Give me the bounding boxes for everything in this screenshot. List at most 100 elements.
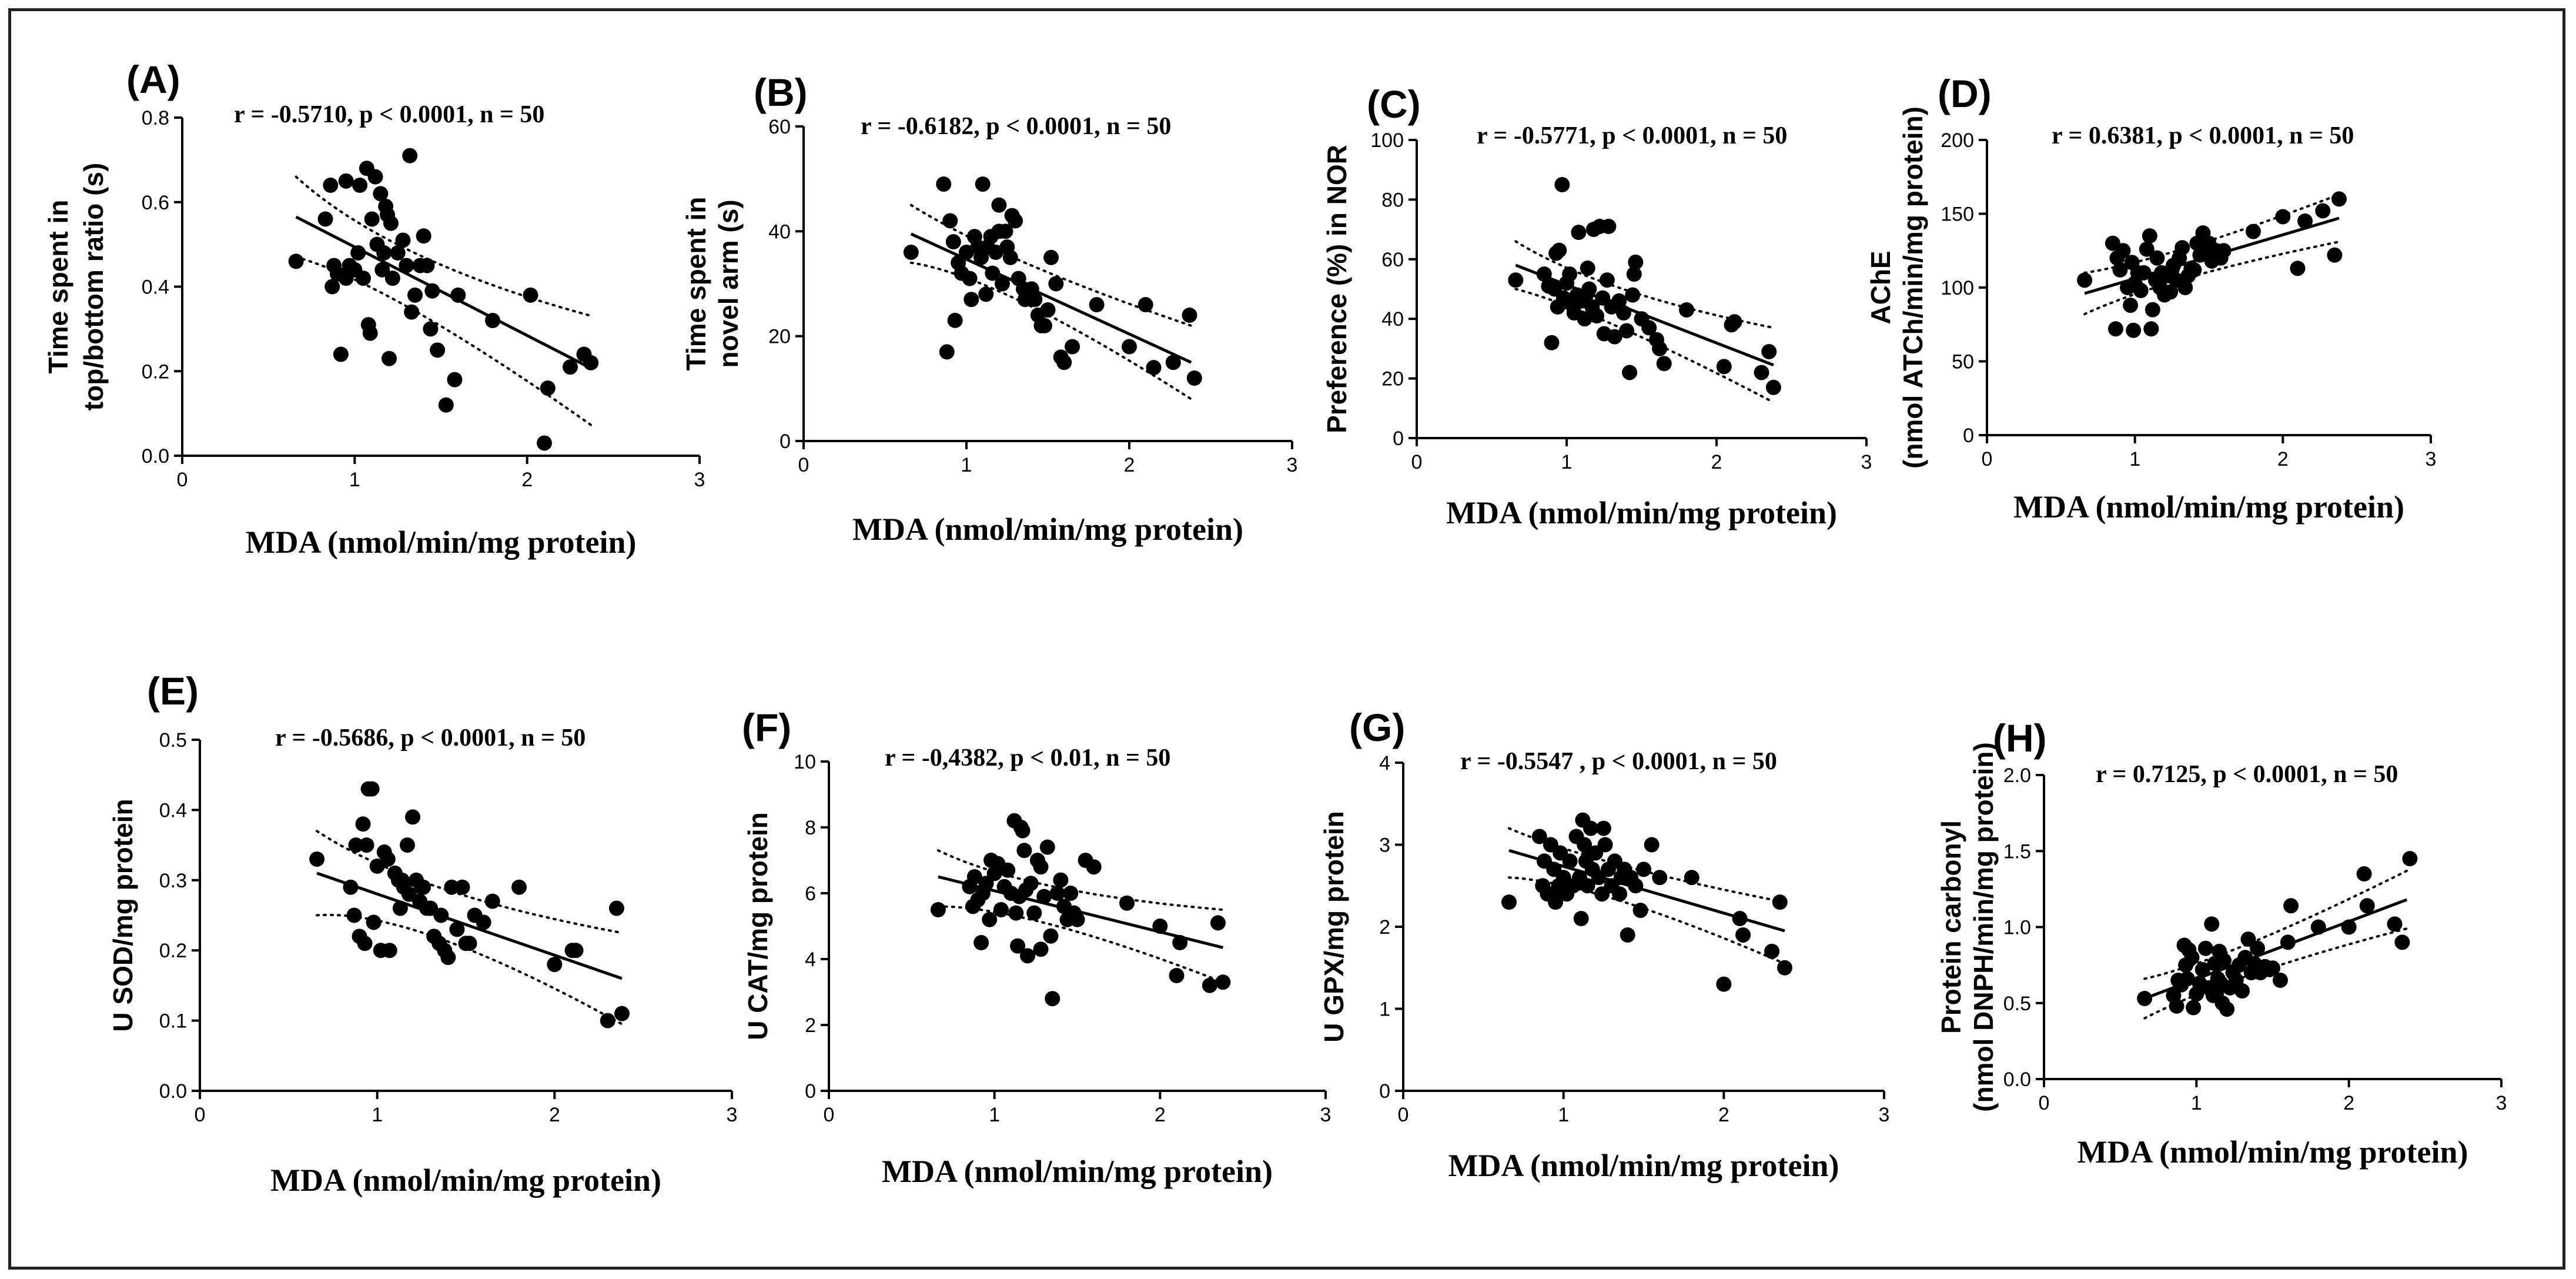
data-point-c xyxy=(1611,293,1627,309)
data-point-a xyxy=(323,178,339,193)
data-point-e xyxy=(343,879,359,895)
data-point-a xyxy=(373,186,389,202)
x-axis-label-e: MDA (nmol/min/mg protein) xyxy=(270,1163,661,1198)
data-point-h xyxy=(2137,990,2153,1006)
x-tick-label-b: 0 xyxy=(798,454,809,476)
data-point-b xyxy=(1146,360,1162,376)
x-tick-label-h: 2 xyxy=(2343,1092,2354,1114)
x-tick-label-g: 0 xyxy=(1398,1104,1409,1126)
data-point-a xyxy=(383,215,399,231)
data-point-c xyxy=(1571,225,1587,241)
x-tick-label-g: 1 xyxy=(1558,1104,1569,1126)
y-tick-label-h: 0.0 xyxy=(2003,1068,2031,1091)
data-point-f xyxy=(1010,938,1026,954)
data-point-g xyxy=(1531,829,1547,844)
data-point-g xyxy=(1613,870,1629,886)
data-point-c xyxy=(1601,219,1617,235)
data-point-h xyxy=(2186,1000,2202,1016)
ci-upper-c xyxy=(1514,240,1775,329)
data-point-a xyxy=(384,271,400,286)
stat-text-d: r = 0.6381, p < 0.0001, n = 50 xyxy=(2052,122,2354,149)
data-point-b xyxy=(1165,355,1181,370)
panel-h: (H) r = 0.7125, p < 0.0001, n = 50 0 1 2 3 0… xyxy=(1936,716,2507,1170)
data-point-c xyxy=(1544,335,1560,350)
data-point-d xyxy=(2275,209,2291,225)
y-axis-label-f: U CAT/mg protein xyxy=(742,812,773,1040)
y-tick-label-a: 0.8 xyxy=(142,107,169,129)
figure-frame xyxy=(8,8,2565,1270)
y-axis-label-b: novel arm (s) xyxy=(713,199,744,368)
y-tick-label-a: 0.0 xyxy=(142,445,169,467)
data-point-h xyxy=(2359,898,2375,914)
x-axis-label-a: MDA (nmol/min/mg protein) xyxy=(246,525,637,560)
data-point-f xyxy=(1036,889,1052,904)
panel-a: (A) r = -0.5710, p < 0.0001, n = 50 0 1 2 3… xyxy=(43,58,705,560)
y-tick-label-g: 2 xyxy=(1379,916,1390,939)
data-point-b xyxy=(1186,370,1202,386)
data-point-f xyxy=(993,902,1009,917)
data-point-a xyxy=(317,211,333,227)
y-axis-label-h: (nmol DNPH/min/mg protein) xyxy=(1968,742,1999,1112)
data-point-d xyxy=(2143,321,2159,337)
data-point-e xyxy=(309,851,325,867)
stat-text-a: r = -0.5710, p < 0.0001, n = 50 xyxy=(234,101,544,128)
data-point-b xyxy=(1043,249,1059,265)
data-point-f xyxy=(1053,872,1069,888)
data-point-g xyxy=(1581,845,1597,861)
data-point-a xyxy=(419,258,435,273)
data-point-d xyxy=(2164,262,2180,278)
data-point-e xyxy=(348,837,364,853)
data-point-a xyxy=(356,271,371,286)
data-point-a xyxy=(350,245,366,261)
data-point-b xyxy=(964,292,979,308)
data-point-b xyxy=(942,213,958,229)
data-point-f xyxy=(973,935,989,950)
data-point-b xyxy=(975,176,991,192)
y-tick-label-f: 2 xyxy=(805,1014,816,1037)
x-axis-label-h: MDA (nmol/min/mg protein) xyxy=(2077,1134,2468,1170)
x-tick-label-a: 2 xyxy=(521,469,533,491)
y-tick-label-d: 100 xyxy=(1941,277,1974,299)
data-point-a xyxy=(338,173,354,189)
data-point-c xyxy=(1589,308,1604,324)
data-point-c xyxy=(1754,365,1769,380)
y-tick-label-f: 4 xyxy=(805,949,816,971)
stat-text-e: r = -0.5686, p < 0.0001, n = 50 xyxy=(275,724,586,752)
data-point-a xyxy=(523,287,538,303)
data-point-b xyxy=(1056,355,1072,370)
data-point-d xyxy=(2112,262,2128,278)
data-point-h xyxy=(2169,998,2184,1014)
x-tick-label-e: 2 xyxy=(549,1104,560,1126)
data-point-f xyxy=(1013,820,1029,835)
y-tick-label-a: 0.4 xyxy=(142,276,169,299)
y-axis-label-a: Time spent in xyxy=(43,200,73,374)
data-point-b xyxy=(1002,249,1018,265)
y-tick-label-d: 0 xyxy=(1963,425,1974,447)
data-point-a xyxy=(367,169,383,185)
data-point-f xyxy=(1063,886,1079,901)
x-tick-label-h: 1 xyxy=(2191,1092,2202,1114)
data-point-f xyxy=(1069,911,1085,927)
data-point-g xyxy=(1597,837,1613,853)
data-point-d xyxy=(2174,240,2190,256)
y-tick-label-c: 40 xyxy=(1381,308,1404,330)
data-point-e xyxy=(476,914,491,930)
ci-upper-a xyxy=(295,175,594,318)
data-point-g xyxy=(1732,911,1748,927)
data-point-d xyxy=(2216,243,2232,259)
y-tick-label-b: 20 xyxy=(768,326,791,348)
data-point-e xyxy=(359,837,374,853)
data-point-h xyxy=(2213,976,2229,991)
data-point-f xyxy=(1210,915,1226,931)
x-tick-label-a: 3 xyxy=(694,469,705,491)
data-point-c xyxy=(1765,379,1781,395)
x-tick-label-e: 1 xyxy=(372,1104,383,1126)
ci-lower-d xyxy=(2083,241,2340,316)
stat-text-h: r = 0.7125, p < 0.0001, n = 50 xyxy=(2096,761,2398,788)
x-axis-label-d: MDA (nmol/min/mg protein) xyxy=(2013,489,2404,525)
data-point-d xyxy=(2163,284,2179,300)
data-point-h xyxy=(2272,972,2288,988)
y-tick-label-b: 0 xyxy=(780,430,791,453)
data-point-c xyxy=(1536,266,1552,282)
data-point-c xyxy=(1625,287,1641,303)
